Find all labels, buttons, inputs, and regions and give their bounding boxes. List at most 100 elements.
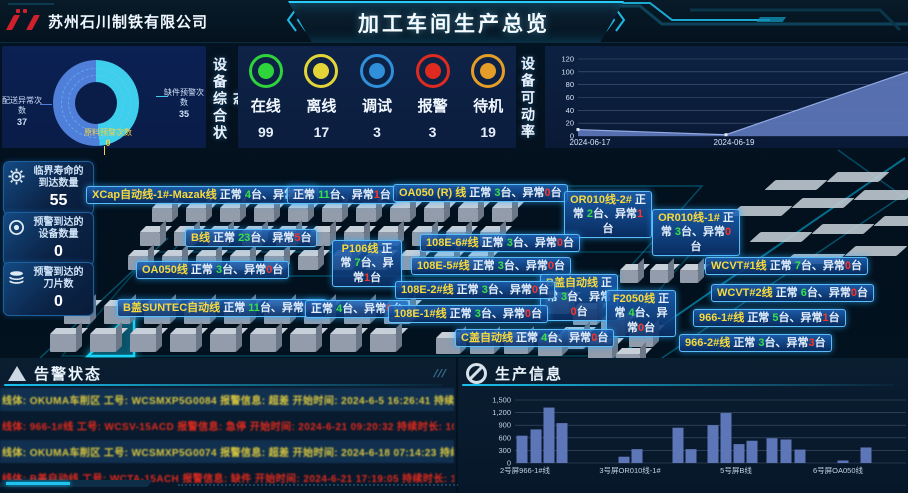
- line-status-label[interactable]: B盖SUNTEC自动线 正常 11台、异常0台: [117, 299, 328, 318]
- status-ring-icon: [471, 54, 506, 88]
- line-abnormal-count: 5: [294, 232, 301, 244]
- donut-label-delivery: 配送异常次数 37: [2, 96, 42, 127]
- stat-card-warned-devices: 预警到达的 设备数量 0: [3, 212, 94, 266]
- line-status-label[interactable]: C盖自动线 正常 4台、异常0台: [455, 329, 615, 348]
- status-value: 19: [480, 124, 496, 140]
- line-abnormal-word: 台、异常: [259, 302, 304, 314]
- line-abnormal-count: 1: [637, 208, 644, 221]
- svg-text:2号屏966-1#线: 2号屏966-1#线: [500, 465, 551, 475]
- line-unit: 台: [828, 312, 840, 324]
- alarm-panel-title: 告警状态: [34, 366, 103, 383]
- donut-leader-bottom: [104, 146, 105, 155]
- alarm-header-underline: [4, 384, 442, 386]
- line-abnormal-count: 1: [373, 189, 380, 201]
- line-status-label[interactable]: P106线 正常 7台、异常1台: [332, 240, 402, 287]
- production-bar-chart: 0 300 600 900 1,200 1,500 2号屏966-1#线 3号屏OR010线-…: [492, 396, 906, 475]
- line-name: OA050 (R) 线: [399, 187, 470, 199]
- stat-card-warned-blades: 预警到达的 刀片数 0: [3, 262, 94, 316]
- machine-box: [186, 208, 206, 222]
- status-dot: [480, 63, 497, 79]
- line-normal-word: 正常: [733, 337, 759, 349]
- top-header: 苏州石川制铁有限公司 加工车间生产总览: [0, 0, 908, 43]
- svg-text:6号屏OA050线: 6号屏OA050线: [813, 465, 864, 475]
- line-normal-count: 4: [336, 303, 343, 315]
- line-abnormal-count: 0: [544, 187, 551, 199]
- stat-card-critical-life: 临界寿命的 到达数量 55: [3, 161, 94, 215]
- machine-box: [458, 208, 478, 222]
- line-abnormal-word: 台、异常: [800, 260, 845, 272]
- line-unit: 台: [370, 271, 382, 284]
- line-status-label[interactable]: 108E-2#线 正常 3台、异常0台: [395, 281, 555, 300]
- line-status-label[interactable]: 正常 11台、异常1台: [287, 186, 397, 205]
- status-value: 17: [313, 124, 330, 140]
- line-unit: 台: [597, 332, 609, 344]
- svg-text:80: 80: [566, 80, 574, 89]
- equipment-status-panel: 在线 99 离线 17 调试 3 报警 3 待机 19: [238, 46, 516, 148]
- line-status-label[interactable]: 108E-5#线 正常 3台、异常0台: [411, 257, 571, 276]
- stat-card-text: 预警到达的 设备数量 0: [26, 217, 91, 263]
- line-unit: 台: [857, 287, 868, 299]
- status-debug: 调试 3: [351, 54, 403, 140]
- line-status-label[interactable]: OR010线-1# 正常 3台、异常0台: [652, 209, 740, 256]
- status-online: 在线 99: [240, 54, 292, 140]
- line-status-label[interactable]: B线 正常 23台、异常5台: [185, 229, 318, 248]
- line-status-label[interactable]: OA050线 正常 3台、异常0台: [136, 261, 290, 280]
- production-badge-icon: [466, 363, 487, 384]
- line-normal-count: 3: [474, 308, 481, 320]
- line-abnormal-count: 0: [591, 332, 598, 344]
- production-header-underline: [462, 384, 894, 386]
- svg-text:2024-06-17: 2024-06-17: [570, 138, 611, 147]
- machine-box: [680, 270, 698, 283]
- line-status-label[interactable]: 966-2#线 正常 3台、异常3台: [679, 334, 832, 353]
- line-normal-word: 正常: [223, 302, 249, 314]
- line-name: 966-1#线: [699, 312, 748, 324]
- line-name: 966-2#线: [685, 337, 734, 349]
- machine-box: [322, 208, 342, 222]
- svg-text:600: 600: [498, 433, 511, 442]
- status-value: 3: [373, 124, 381, 140]
- line-normal-word: 正常: [293, 189, 319, 201]
- line-abnormal-count: 0: [725, 226, 732, 239]
- line-normal-word: 正常: [219, 189, 245, 201]
- line-status-label[interactable]: WCVT#1线 正常 7台、异常0台: [705, 257, 868, 276]
- line-abnormal-count: 1: [363, 271, 371, 284]
- line-status-label[interactable]: XCap自动线-1#-Mazak线 正常 4台、异常0台: [86, 186, 319, 205]
- line-status-label[interactable]: 108E-1#线 正常 3台、异常0台: [388, 305, 548, 324]
- line-abnormal-word: 台、异常: [593, 208, 638, 221]
- line-normal-count: 23: [238, 232, 251, 244]
- line-abnormal-word: 台、异常: [547, 332, 592, 344]
- line-status-label[interactable]: F2050线 正常 4台、异常0台: [606, 290, 676, 337]
- line-status-label[interactable]: 108E-6#线 正常 3台、异常0台: [420, 234, 580, 253]
- line-abnormal-word: 台、异常: [681, 226, 726, 239]
- line-unit: 台: [562, 237, 574, 249]
- line-status-label[interactable]: OR010线-2# 正常 2台、异常1台: [564, 191, 652, 238]
- flat-panel: [811, 224, 875, 234]
- line-abnormal-word: 台、异常: [806, 287, 851, 299]
- availability-section-title: 设备可动率: [520, 55, 536, 141]
- alarm-row: 线体: OKUMA车削区 工号: WCSMXP5G0084 报警信息: 超差 开…: [0, 388, 454, 411]
- line-status-label[interactable]: OA050 (R) 线 正常 3台、异常0台: [393, 184, 568, 203]
- flat-panel: [853, 190, 908, 200]
- line-normal-count: 3: [497, 260, 504, 272]
- line-status-label[interactable]: 966-1#线 正常 5台、异常1台: [693, 309, 846, 328]
- company-name: 苏州石川制铁有限公司: [48, 14, 209, 31]
- line-abnormal-word: 台、异常: [250, 232, 295, 244]
- line-name: F2050线: [612, 293, 659, 305]
- flat-panel: [826, 172, 890, 182]
- line-normal-count: 11: [248, 302, 260, 314]
- line-name: 108E-5#线: [417, 260, 473, 272]
- line-normal-word: 正常: [469, 187, 495, 199]
- layers-icon: [8, 267, 26, 313]
- alarm-row: 线体: B盖自动线 工号: WCTA-15ACH 报警信息: 缺件 开始时间: …: [2, 474, 454, 485]
- alarm-scrollbar[interactable]: [0, 478, 538, 490]
- machine-box: [288, 208, 308, 222]
- donut-leader-left: [40, 104, 52, 105]
- line-name: OA050线: [142, 264, 191, 276]
- machine-box: [50, 334, 76, 352]
- status-dot: [368, 63, 385, 79]
- line-abnormal-word: 台、异常: [480, 308, 525, 320]
- line-status-label[interactable]: WCVT#2线 正常 6台、异常0台: [711, 284, 874, 303]
- line-name: WCVT#2线: [717, 287, 776, 299]
- status-offline: 离线 17: [295, 54, 347, 140]
- svg-text:60: 60: [566, 93, 574, 102]
